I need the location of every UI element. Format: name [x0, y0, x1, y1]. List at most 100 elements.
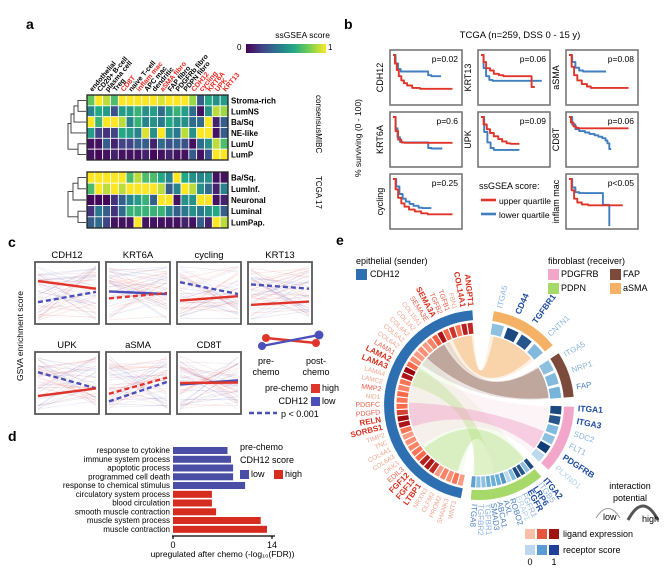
sample-line — [108, 371, 168, 401]
heatmap-cell — [94, 182, 104, 195]
sample-line — [37, 268, 97, 275]
sample-line — [250, 282, 310, 291]
heatmap-cell — [204, 182, 213, 195]
sample-line — [250, 310, 310, 320]
sample-line — [37, 273, 97, 315]
sample-line — [37, 296, 97, 319]
heatmap-row-label: LumNS — [231, 107, 260, 116]
receptor-tile — [536, 440, 551, 454]
ligand-tile — [406, 361, 419, 371]
sample-line — [108, 367, 168, 386]
sample-line — [250, 297, 310, 300]
heatmap-cell — [141, 148, 151, 161]
go-bar — [173, 473, 234, 481]
sample-line — [250, 268, 310, 282]
trend-blue-line — [108, 380, 168, 403]
km-plot-frame — [477, 111, 551, 168]
sample-line — [179, 364, 239, 392]
sample-line — [37, 367, 97, 402]
heatmap-cell — [211, 127, 221, 139]
sample-line — [108, 277, 168, 305]
heatmap-cell — [125, 148, 135, 161]
sample-line — [250, 269, 310, 296]
sample-line — [250, 267, 310, 278]
sample-line — [37, 283, 97, 304]
sample-line — [37, 400, 97, 410]
heatmap-cell — [188, 148, 198, 161]
d-x-tick-label: 14 — [267, 540, 277, 550]
sample-line — [179, 284, 239, 299]
e-interaction-line1: interaction — [609, 481, 651, 491]
sample-line — [179, 266, 239, 274]
sample-line — [179, 390, 239, 402]
sample-line — [108, 365, 168, 377]
panel-a-letter: a — [26, 16, 34, 32]
sample-line — [37, 275, 97, 286]
sample-line — [108, 280, 168, 290]
trend-blue-line — [37, 371, 97, 390]
trend-red-line — [37, 279, 97, 290]
c-legend-low-label: low — [322, 396, 336, 406]
heatmap-cell — [102, 193, 111, 206]
trend-blue-line — [179, 281, 239, 296]
heatmap-cell — [117, 148, 127, 161]
heatmap-cell — [133, 205, 143, 218]
heatmap-cell — [188, 171, 198, 184]
e-expr-swatch-mid — [537, 529, 547, 539]
e-fap-swatch — [610, 269, 621, 280]
sample-line — [179, 370, 239, 390]
heatmap-cell — [196, 116, 205, 128]
d-legend-line1: pre-chemo — [240, 442, 284, 452]
heatmap-cell — [172, 205, 182, 218]
ligand-tile — [451, 472, 460, 485]
km-legend-lower-label: lower quartile — [499, 210, 550, 220]
d-xlabel: upregulated after chemo (-log₁₀(FDR)) — [150, 549, 295, 559]
dendrogram — [67, 99, 86, 156]
sample-line — [37, 365, 97, 372]
ligand-tile — [443, 328, 452, 341]
heatmap-cell — [196, 193, 205, 206]
heatmap-cell — [188, 182, 198, 195]
e-pdpn-swatch — [548, 283, 559, 294]
c-legend-high-swatch — [311, 384, 320, 393]
heatmap-cell — [164, 127, 174, 139]
heatmap-cell — [196, 216, 205, 229]
sample-line — [250, 268, 310, 317]
ligand-tile — [426, 337, 438, 350]
heatmap-cell — [125, 182, 135, 195]
sample-line — [250, 275, 310, 298]
heatmap-cell — [219, 116, 229, 128]
sample-line — [108, 364, 168, 389]
receptor-label: CNTN1 — [546, 313, 572, 338]
ligand-tile — [448, 326, 458, 339]
km-legend-title: ssGSEA score: — [479, 181, 540, 191]
heatmap-cell — [204, 116, 213, 128]
sample-line — [179, 292, 239, 315]
heatmap-cell — [94, 94, 104, 107]
gsva-gene-title: CDH12 — [51, 250, 82, 261]
sample-line — [108, 389, 168, 403]
sample-line — [250, 289, 310, 297]
colorbar-gradient — [246, 44, 326, 53]
heatmap-cell — [172, 182, 182, 195]
ligand-tile — [396, 391, 409, 398]
heatmap-cell — [125, 193, 135, 206]
ligand-label: PDGFC — [355, 402, 380, 409]
sample-line — [108, 274, 168, 293]
go-term-label: response to cytokine — [97, 446, 171, 455]
chord-ribbon-asma — [446, 335, 534, 380]
ligand-label: WNT3 — [447, 500, 458, 520]
trend-red-line — [37, 387, 97, 398]
ligand-tile — [424, 458, 435, 470]
sample-line — [250, 294, 310, 320]
d-legend-high-label: high — [285, 469, 303, 479]
heatmap-cell — [211, 148, 221, 161]
heatmap-cell — [117, 116, 127, 128]
go-bar — [173, 508, 217, 516]
heatmap-cell — [204, 148, 213, 161]
sample-line — [108, 405, 168, 408]
heatmap-cell — [188, 137, 198, 150]
sample-line — [108, 372, 168, 405]
heatmap-row-label: LumInf. — [231, 185, 260, 194]
heatmap-cell — [172, 105, 182, 118]
